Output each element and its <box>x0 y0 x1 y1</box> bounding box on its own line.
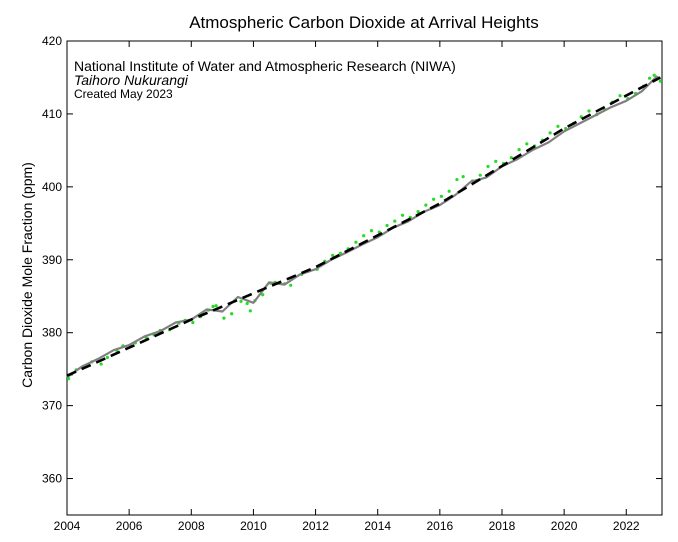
data-point <box>222 316 226 320</box>
data-point <box>261 293 265 297</box>
x-tick-label: 2014 <box>364 519 391 533</box>
data-point <box>658 79 663 83</box>
data-point <box>416 210 420 214</box>
trend-line <box>66 76 662 377</box>
data-point <box>191 320 195 325</box>
data-point <box>618 94 622 98</box>
data-point <box>447 189 451 193</box>
data-point <box>587 109 591 113</box>
fit-lines <box>66 75 662 379</box>
data-point <box>354 240 358 244</box>
y-tick-label: 420 <box>42 34 62 48</box>
data-point <box>455 177 459 182</box>
data-point <box>486 164 490 169</box>
data-point <box>362 234 366 238</box>
data-point <box>369 229 374 233</box>
y-tick-label: 390 <box>42 253 62 267</box>
data-point <box>385 223 389 228</box>
data-point <box>652 73 656 77</box>
y-axis-label: Carbon Dioxide Mole Fraction (ppm) <box>19 162 35 388</box>
data-point <box>525 142 529 146</box>
chart-title: Atmospheric Carbon Dioxide at Arrival He… <box>189 13 539 32</box>
annotation-created: Created May 2023 <box>74 87 173 101</box>
x-tick-label: 2018 <box>489 519 516 533</box>
seasonal-fit-line <box>66 75 659 379</box>
data-point <box>517 148 521 152</box>
data-point <box>556 124 560 128</box>
data-point <box>211 304 215 309</box>
data-point <box>439 194 443 198</box>
y-tick-label: 400 <box>42 180 62 194</box>
data-point <box>400 213 405 217</box>
data-point <box>331 253 335 257</box>
data-point <box>105 355 109 360</box>
data-point <box>548 131 552 135</box>
axis-ticks: 2004 2006 2008 2010 2012 2014 2016 2018 2020 2022… <box>42 34 662 533</box>
y-tick-label: 410 <box>42 107 62 121</box>
x-tick-label: 2020 <box>551 519 578 533</box>
y-tick-label: 380 <box>42 326 62 340</box>
x-tick-label: 2004 <box>54 519 81 533</box>
data-point <box>248 309 252 313</box>
data-point <box>214 304 218 308</box>
data-point <box>230 312 234 316</box>
x-tick-label: 2008 <box>178 519 205 533</box>
x-tick-label: 2012 <box>302 519 329 533</box>
data-point <box>432 197 436 201</box>
x-tick-label: 2016 <box>426 519 453 533</box>
data-point <box>478 173 482 177</box>
x-tick-label: 2010 <box>240 519 267 533</box>
data-point <box>289 283 293 287</box>
y-tick-label: 360 <box>42 472 62 486</box>
x-tick-label: 2006 <box>116 519 143 533</box>
annotation-taihoro: Taihoro Nukurangi <box>74 72 189 88</box>
data-point <box>461 175 465 179</box>
plot-frame <box>66 40 663 516</box>
data-point <box>647 76 652 80</box>
data-point <box>239 299 243 303</box>
data-point <box>99 362 103 366</box>
y-tick-label: 370 <box>42 399 62 413</box>
data-point <box>424 203 428 207</box>
annotation-niwa: National Institute of Water and Atmosphe… <box>74 58 456 74</box>
data-point <box>245 301 249 306</box>
data-point <box>494 159 498 163</box>
x-tick-label: 2022 <box>613 519 640 533</box>
data-point <box>393 219 397 223</box>
